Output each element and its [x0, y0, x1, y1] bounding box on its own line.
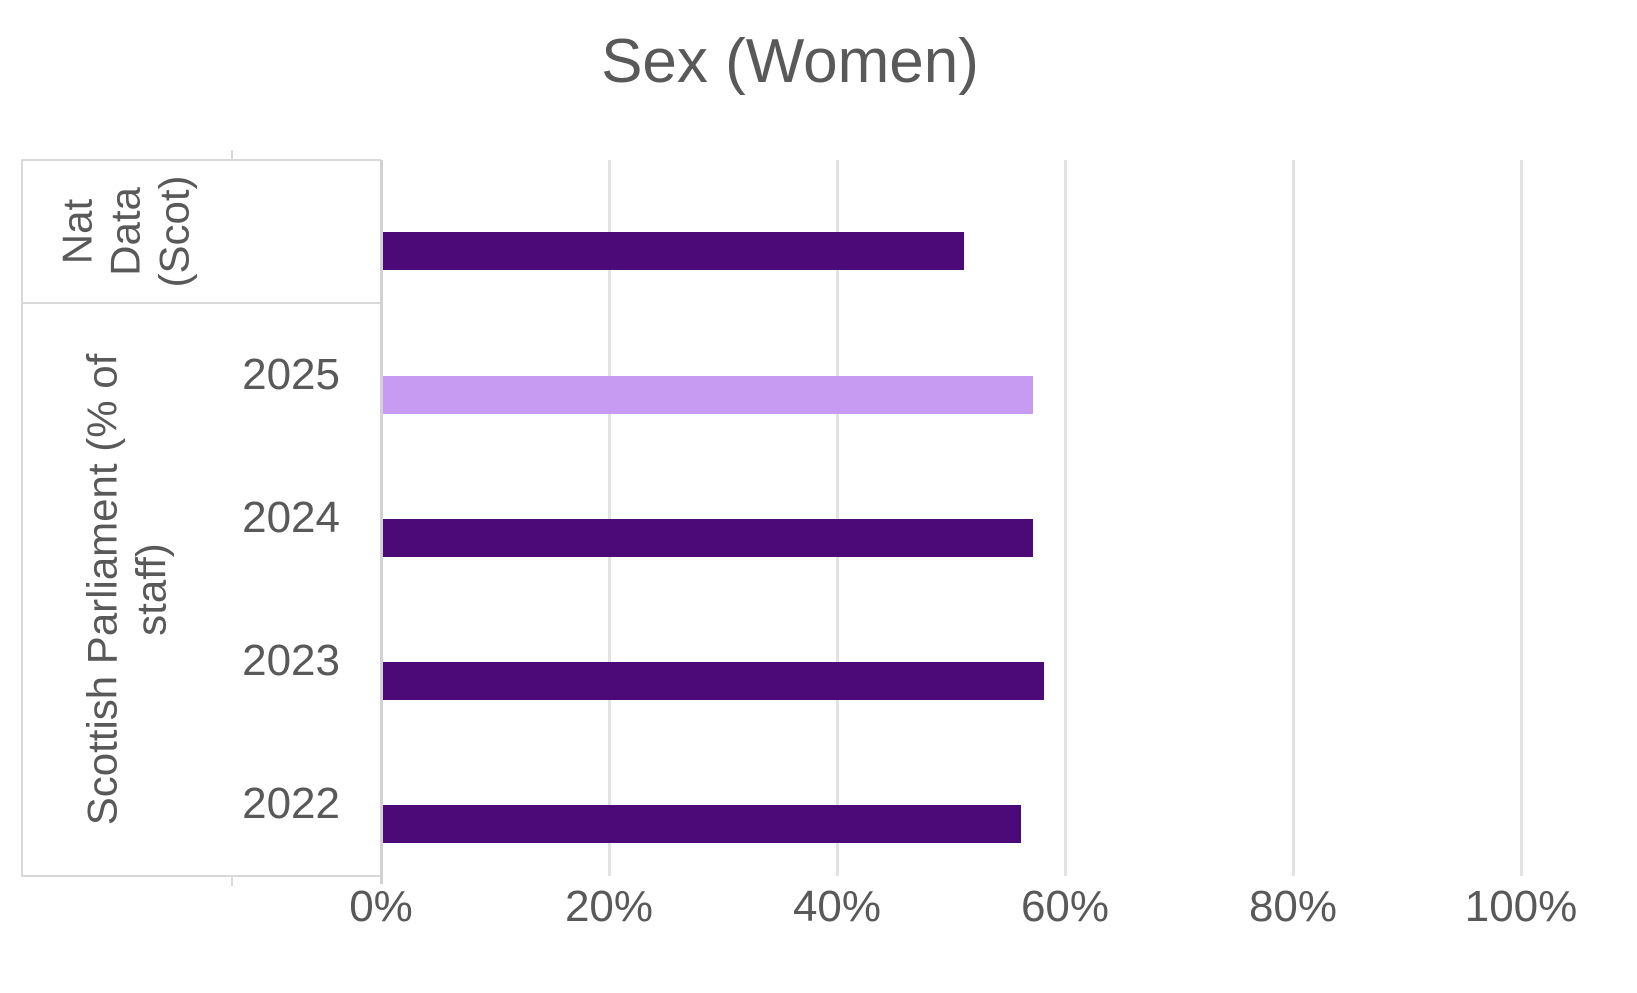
x-tick-label-20%: 20% — [564, 882, 654, 931]
x-tick-label-0%: 0% — [349, 882, 413, 931]
category-label-2022: 2022 — [242, 779, 340, 829]
bar-2024 — [383, 518, 1033, 557]
label-box-bottom-border — [21, 875, 381, 877]
gridline-60% — [1063, 160, 1067, 876]
group-label-line: Nat — [53, 198, 101, 265]
x-tick-label-100%: 100% — [1464, 882, 1578, 931]
axis-tick-top — [231, 150, 233, 160]
label-box-left-border — [21, 159, 23, 877]
x-tick-label-60%: 60% — [1020, 882, 1110, 931]
gridline-40% — [835, 160, 839, 876]
category-label-2024: 2024 — [242, 493, 340, 542]
chart-title: Sex (Women) — [601, 27, 979, 96]
axis-tick-bottom — [231, 876, 233, 886]
group-label-nat-data-scot: Nat Data (Scot) — [21, 162, 232, 302]
group-label-line: Scottish Parliament (% of — [78, 353, 126, 826]
plot-area — [379, 160, 1523, 884]
bar-nat-data-scot — [383, 232, 965, 271]
gridline-80% — [1291, 160, 1295, 876]
group-label-line: (Scot) — [150, 175, 198, 288]
bar-2022 — [383, 805, 1022, 844]
category-label-2025: 2025 — [242, 349, 340, 399]
gridline-20% — [607, 160, 611, 876]
label-box-top-border — [21, 159, 381, 161]
group-label-line: Data — [101, 187, 149, 276]
gridline-100% — [1519, 160, 1523, 876]
y-axis-line — [379, 160, 383, 884]
bar-2025 — [383, 375, 1033, 414]
x-tick-label-40%: 40% — [792, 882, 882, 931]
label-box-group-divider — [21, 302, 381, 304]
group-label-line: staff) — [127, 543, 174, 636]
category-label-2023: 2023 — [242, 636, 340, 686]
bar-2023 — [383, 662, 1045, 700]
x-tick-label-80%: 80% — [1248, 882, 1338, 931]
